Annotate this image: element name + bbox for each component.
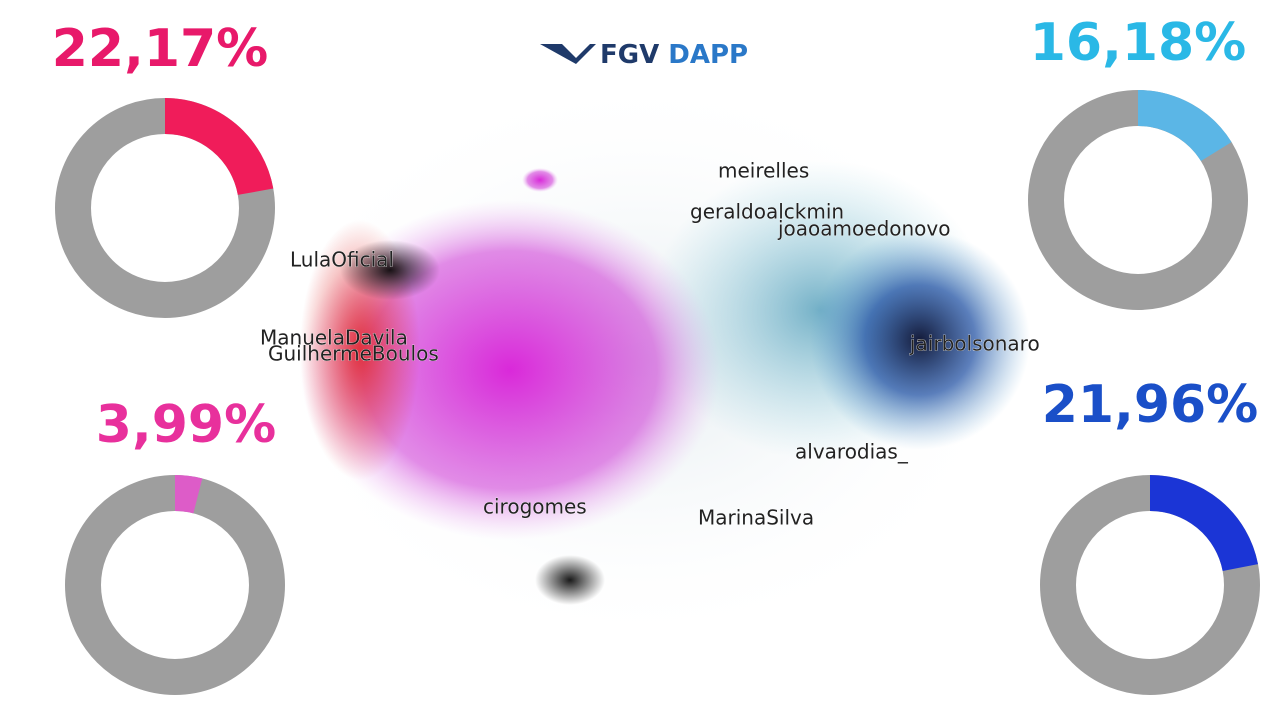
network-graph <box>260 70 1030 650</box>
donut-segment <box>174 475 203 514</box>
donut-track <box>65 475 285 695</box>
donut-segment <box>1137 90 1232 162</box>
node-label: alvarodias_ <box>795 440 909 464</box>
percent-label: 3,99% <box>96 395 276 455</box>
percent-label: 21,96% <box>1042 375 1259 435</box>
node-label: GuilhermeBoulos <box>268 342 439 366</box>
node-label: joaoamoedonovo <box>777 217 950 241</box>
node-label: LulaOficial <box>290 248 394 272</box>
logo-icon <box>540 44 596 64</box>
percent-label: 22,17% <box>52 19 269 79</box>
node-label: jairbolsonaro <box>909 332 1040 356</box>
donut-segment <box>1149 475 1259 572</box>
percent-label: 16,18% <box>1030 13 1247 73</box>
node-label: meirelles <box>718 159 809 183</box>
logo-text: FGV DAPP <box>600 40 748 70</box>
donut-segment <box>164 98 274 196</box>
logo: FGV DAPP <box>540 40 748 70</box>
node-label: ManuelaDavila <box>260 326 408 350</box>
node-label: MarinaSilva <box>698 506 814 530</box>
node-label: geraldoalckmin <box>690 200 844 224</box>
node-label: cirogomes <box>483 495 587 519</box>
